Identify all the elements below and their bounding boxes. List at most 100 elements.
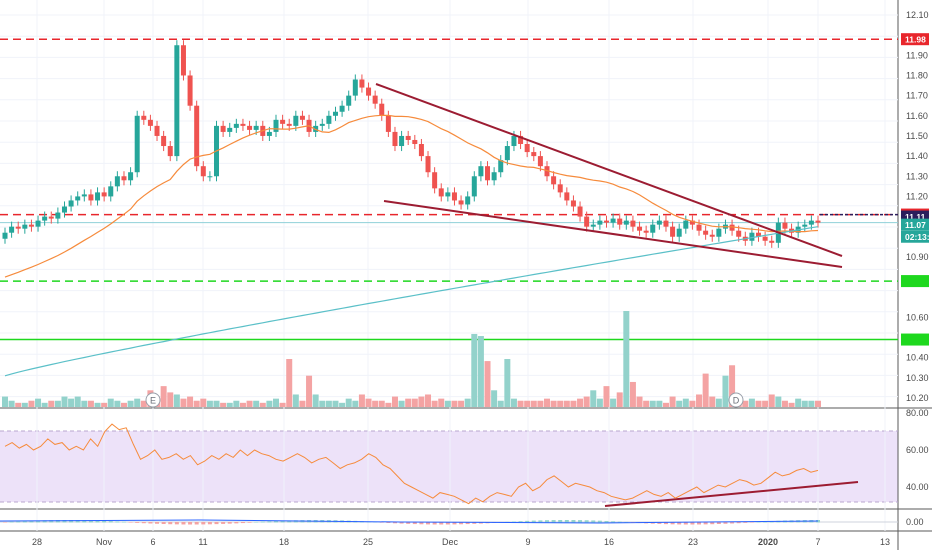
volume-bar [299, 400, 306, 407]
volume-bar [206, 400, 213, 407]
osc-bar [9, 521, 14, 523]
osc-bar [472, 522, 477, 524]
time-tick-label: 11 [198, 537, 207, 547]
candle-body [200, 166, 206, 177]
candle-body [524, 144, 530, 153]
osc-bar [161, 522, 166, 525]
candle-body [280, 119, 286, 124]
candle-body [557, 184, 563, 193]
candle-body [55, 212, 61, 219]
candle-body [518, 135, 524, 145]
osc-bar [690, 522, 695, 525]
price-badge-label: 11.98 [905, 35, 926, 45]
osc-bar [207, 522, 212, 525]
osc-bar [730, 522, 735, 524]
volume-bar [458, 400, 465, 407]
volume-bar [94, 402, 101, 407]
osc-bar [518, 521, 523, 523]
candle-body [749, 232, 755, 241]
volume-bar [471, 333, 478, 407]
volume-bar [808, 400, 815, 407]
candle-body [299, 115, 305, 120]
osc-bar [36, 520, 41, 523]
candle-body [597, 220, 603, 225]
osc-bar [254, 521, 259, 523]
osc-bar [188, 522, 193, 525]
osc-bar [657, 522, 662, 524]
candle-body [498, 160, 504, 173]
candle-body [676, 228, 682, 237]
volume-bar [81, 400, 88, 407]
osc-bar [545, 520, 549, 523]
candle-body [465, 196, 471, 205]
candle-body [35, 220, 41, 227]
time-tick-label: 6 [150, 537, 155, 547]
osc-bar [135, 522, 140, 523]
volume-bar [557, 400, 564, 407]
candle-body [696, 224, 702, 231]
time-tick-label: 7 [815, 537, 820, 547]
volume-bar [253, 400, 260, 407]
candle-body [9, 226, 15, 233]
volume-bar [134, 398, 141, 407]
volume-bar [524, 400, 531, 407]
osc-bar [677, 522, 682, 525]
osc-bar [531, 520, 536, 523]
candle-body [372, 95, 378, 104]
osc-bar [155, 522, 160, 524]
volume-bar [345, 398, 352, 407]
osc-bar [121, 521, 126, 523]
candle-body [154, 125, 160, 136]
volume-bar [372, 400, 379, 407]
time-tick-label: 25 [363, 537, 373, 547]
osc-bar [756, 521, 761, 523]
volume-bar [279, 402, 286, 407]
volume-bar [517, 400, 524, 407]
osc-bar [571, 520, 576, 523]
candle-body [293, 115, 299, 126]
volume-bar [662, 402, 669, 407]
volume-bar [48, 400, 55, 407]
candle-body [432, 172, 438, 189]
volume-bar [497, 400, 504, 407]
candle-body [101, 192, 107, 197]
osc-bar [141, 522, 146, 524]
osc-bar [716, 522, 721, 525]
candle-body [114, 176, 120, 187]
event-marker [728, 392, 744, 408]
candle-body [319, 123, 325, 126]
osc-bar [227, 522, 232, 524]
candle-body [736, 230, 742, 237]
osc-bar [214, 522, 219, 525]
volume-bar [2, 396, 8, 407]
rsi-tick-label: 40.00 [906, 482, 929, 492]
volume-bar [570, 400, 577, 407]
osc-bar [379, 522, 384, 523]
candle-body [61, 206, 67, 213]
candle-body [504, 146, 510, 161]
osc-bar [683, 522, 688, 525]
osc-bar [452, 522, 457, 525]
osc-bar [591, 520, 596, 523]
osc-bar [128, 522, 133, 523]
candle-body [643, 230, 649, 233]
volume-bar [325, 400, 332, 407]
osc-bar [736, 522, 741, 524]
osc-bar [201, 522, 206, 525]
volume-bar [358, 394, 365, 407]
volume-bar [120, 402, 127, 407]
event-marker-label: D [733, 396, 740, 406]
osc-bar [584, 520, 589, 523]
candle-body [564, 192, 570, 201]
rsi-tick-label: 80.00 [906, 408, 929, 418]
osc-bar [69, 520, 74, 523]
volume-bar [259, 402, 266, 407]
time-tick-label: 23 [688, 537, 698, 547]
osc-bar [181, 522, 186, 525]
osc-bar [280, 520, 285, 523]
trendline-lower [383, 200, 843, 268]
candle-body [670, 226, 676, 237]
candle-body [537, 156, 543, 167]
